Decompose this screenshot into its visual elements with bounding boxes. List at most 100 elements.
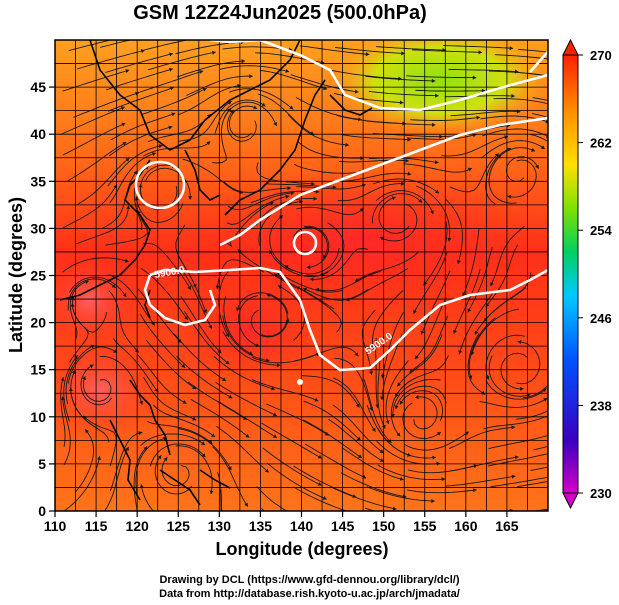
streamline-arrow xyxy=(379,449,384,454)
streamline-arrow xyxy=(244,502,248,507)
colorbar-ticks: 230 238 246 254 262 270 xyxy=(578,48,612,501)
streamline xyxy=(215,381,278,417)
streamline-arrow xyxy=(236,307,240,312)
streamline xyxy=(333,377,376,433)
streamline xyxy=(219,65,290,73)
streamline xyxy=(467,246,493,313)
streamline-arrow xyxy=(432,122,436,127)
streamline xyxy=(441,136,509,157)
streamline xyxy=(302,287,369,301)
streamline-arrow xyxy=(322,496,327,500)
streamline xyxy=(69,303,89,363)
streamline xyxy=(375,338,379,409)
streamline-arrow xyxy=(453,329,457,334)
streamline-arrow xyxy=(431,499,435,504)
streamline-arrow xyxy=(225,360,230,365)
y-tick-label: 25 xyxy=(30,268,46,284)
streamline-arrow xyxy=(272,434,277,438)
streamline xyxy=(412,49,483,53)
streamline-arrow xyxy=(369,371,374,375)
streamline-arrow xyxy=(595,83,599,87)
streamline xyxy=(319,222,345,276)
streamline xyxy=(332,404,384,454)
colorbar-tick-label: 230 xyxy=(590,486,612,501)
streamline-arrow xyxy=(380,396,385,401)
streamline xyxy=(485,380,547,400)
streamline xyxy=(109,431,143,492)
y-tick-label: 0 xyxy=(38,503,46,519)
streamline-arrow xyxy=(126,205,131,210)
streamline xyxy=(341,172,412,182)
streamline-arrow xyxy=(120,106,125,111)
streamline xyxy=(107,144,163,187)
lat-lon-grid xyxy=(55,40,548,511)
x-tick-label: 135 xyxy=(249,518,273,534)
streamline xyxy=(462,228,480,297)
streamline-arrow xyxy=(168,125,173,130)
streamline xyxy=(226,195,290,225)
streamline xyxy=(136,70,204,94)
streamline xyxy=(377,464,446,480)
streamline xyxy=(236,292,289,315)
streamline-arrow xyxy=(264,468,269,473)
streamline xyxy=(73,92,140,118)
streamline xyxy=(175,250,207,314)
streamline-arrow xyxy=(89,364,94,369)
streamline-arrow xyxy=(556,474,560,478)
streamline-arrow xyxy=(584,55,588,59)
streamline-arrow xyxy=(209,34,213,38)
streamline-arrow xyxy=(85,429,89,434)
streamline xyxy=(269,249,329,278)
streamline-arrow xyxy=(157,455,162,460)
streamline-arrow xyxy=(227,466,232,471)
streamline-arrow xyxy=(171,112,176,117)
streamline xyxy=(186,75,253,96)
streamline-arrow xyxy=(436,432,441,436)
streamline-arrow xyxy=(82,376,87,381)
streamline-arrow xyxy=(68,387,73,392)
streamline-arrow xyxy=(285,68,290,73)
streamline-arrow xyxy=(296,286,300,291)
streamline xyxy=(147,51,216,71)
colorbar-tick-label: 262 xyxy=(590,136,612,151)
y-axis-ticks: 0 5 10 15 20 25 30 35 40 45 xyxy=(30,79,55,519)
streamline-arrow xyxy=(266,293,271,298)
streamline xyxy=(345,268,409,301)
streamline-arrow xyxy=(474,330,479,335)
streamline xyxy=(180,295,222,354)
streamline xyxy=(135,196,184,223)
colorbar-max-arrow xyxy=(562,38,579,56)
contour-5900 xyxy=(134,40,548,372)
streamline xyxy=(137,354,187,404)
streamline xyxy=(284,247,340,275)
streamline-arrow xyxy=(317,454,322,459)
streamline-arrow xyxy=(201,441,205,445)
streamline-arrow xyxy=(588,502,592,506)
streamline xyxy=(403,163,473,173)
streamline xyxy=(140,313,186,369)
streamline-arrow xyxy=(299,199,303,204)
streamline-arrow xyxy=(199,70,204,74)
streamline-arrow xyxy=(306,265,311,270)
streamline-arrow xyxy=(543,398,548,402)
streamline-arrow xyxy=(472,75,477,80)
streamline-arrow xyxy=(169,86,174,91)
streamline xyxy=(62,257,129,273)
streamline xyxy=(228,105,258,139)
streamline-arrow xyxy=(192,416,197,421)
streamline-arrow xyxy=(557,506,561,510)
streamline-arrow xyxy=(154,387,159,392)
streamline xyxy=(269,214,294,272)
streamline xyxy=(294,487,348,511)
credit-data: Data from http://database.rish.kyoto-u.a… xyxy=(159,588,460,600)
streamline-arrow xyxy=(125,158,130,162)
streamline-arrow xyxy=(434,160,439,165)
streamline-arrow xyxy=(311,181,315,186)
streamline xyxy=(414,296,447,360)
streamline-arrow xyxy=(113,349,117,353)
streamline-arrow xyxy=(70,296,75,301)
streamline xyxy=(108,126,173,157)
streamline-arrow xyxy=(371,427,376,432)
streamline-arrow xyxy=(356,436,361,441)
streamline-arrow xyxy=(415,355,419,360)
